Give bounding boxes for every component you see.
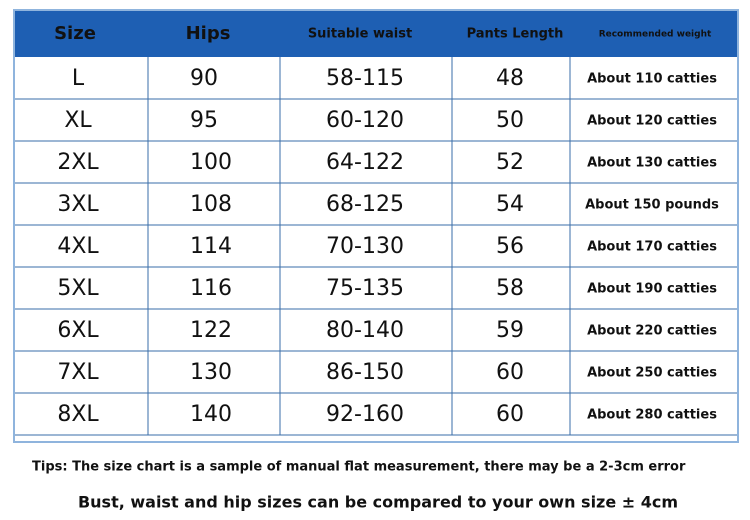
table-cell: 100 [190,150,232,175]
table-cell: About 120 catties [587,114,717,129]
table-cell: 92-160 [326,402,404,427]
table-cell: About 130 catties [587,156,717,171]
header-cell: Size [54,23,96,44]
header-row [15,11,737,57]
table-cell: 56 [496,234,524,259]
table-cell: 2XL [57,150,99,175]
table-cell: 64-122 [326,150,404,175]
table-cell: 8XL [57,402,99,427]
table-cell: About 150 pounds [585,198,719,213]
table-cell: 70-130 [326,234,404,259]
table-cell: 60 [496,402,524,427]
table-cell: 122 [190,318,232,343]
table-cell: 4XL [57,234,99,259]
table-cell: 58 [496,276,524,301]
table-cell: About 280 catties [587,408,717,423]
table-cell: 48 [496,66,524,91]
tips-note: Tips: The size chart is a sample of manu… [32,460,686,475]
table-cell: About 110 catties [587,72,717,87]
table-cell: 68-125 [326,192,404,217]
header-cell: Recommended weight [599,30,712,40]
table-cell: 52 [496,150,524,175]
table-cell: About 190 catties [587,282,717,297]
compare-note: Bust, waist and hip sizes can be compare… [78,493,678,512]
table-cell: 60-120 [326,108,404,133]
table-cell: 140 [190,402,232,427]
table-cell: 6XL [57,318,99,343]
table-cell: XL [64,108,92,133]
table-cell: About 250 catties [587,366,717,381]
table-cell: 90 [190,66,218,91]
table-cell: 114 [190,234,232,259]
table-frame [13,9,739,443]
table-cell: 80-140 [326,318,404,343]
table-cell: 5XL [57,276,99,301]
table-cell: 95 [190,108,218,133]
table-cell: 108 [190,192,232,217]
table-cell: 86-150 [326,360,404,385]
header-cell: Suitable waist [308,27,412,42]
header-cell: Pants Length [467,27,564,42]
table-cell: 59 [496,318,524,343]
table-cell: 116 [190,276,232,301]
table-cell: 54 [496,192,524,217]
table-cell: About 170 catties [587,240,717,255]
table-cell: About 220 catties [587,324,717,339]
table-cell: 50 [496,108,524,133]
table-cell: 60 [496,360,524,385]
table-cell: 75-135 [326,276,404,301]
table-cell: 130 [190,360,232,385]
table-cell: L [72,66,85,91]
header-cell: Hips [186,23,231,44]
table-cell: 7XL [57,360,99,385]
table-cell: 3XL [57,192,99,217]
table-cell: 58-115 [326,66,404,91]
